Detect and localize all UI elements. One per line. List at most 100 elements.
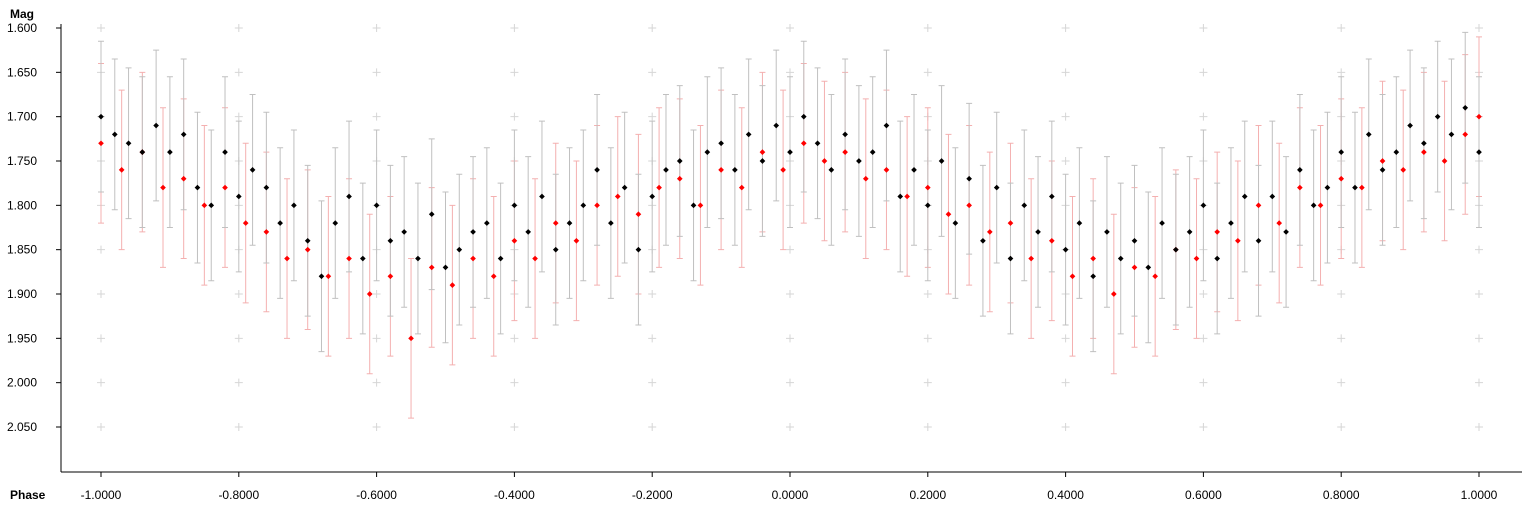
data-point-black <box>1241 193 1248 200</box>
data-point-red <box>242 220 249 226</box>
data-point-red <box>428 264 435 271</box>
data-point-black <box>1145 264 1152 271</box>
y-tick-label: 1.800 <box>7 198 37 212</box>
data-point-black <box>428 211 435 218</box>
grid-plus-marker <box>1199 423 1208 431</box>
data-point-red <box>759 149 766 155</box>
x-tick-label: 1.0000 <box>1461 488 1498 502</box>
grid-plus-marker <box>1337 24 1346 32</box>
data-point-red <box>263 229 270 235</box>
data-point-black <box>153 122 159 129</box>
data-point-black <box>484 220 490 226</box>
data-point-black <box>594 167 600 173</box>
grid-plus-marker <box>510 423 519 431</box>
grid-plus-marker <box>372 378 381 387</box>
data-point-red <box>1276 220 1283 226</box>
grid-plus-marker <box>648 24 657 32</box>
data-point-red <box>924 184 931 191</box>
grid-plus-marker <box>97 24 105 32</box>
data-point-red <box>1338 175 1345 182</box>
grid-plus-marker <box>923 290 932 298</box>
x-tick-label: -0.6000 <box>356 488 397 502</box>
data-point-black <box>401 229 407 235</box>
grid-plus-marker <box>786 245 794 254</box>
data-point-red <box>966 202 972 209</box>
data-point-red <box>1297 184 1303 191</box>
grid-plus-marker <box>1475 245 1483 254</box>
data-point-black <box>938 158 945 164</box>
data-point-red <box>1131 264 1138 271</box>
data-point-red <box>284 255 290 262</box>
data-point-black <box>1007 255 1014 262</box>
grid-plus-marker <box>786 68 794 77</box>
data-point-black <box>304 237 311 244</box>
grid-plus-marker <box>1061 334 1070 343</box>
data-point-red <box>118 167 125 173</box>
data-point-black <box>1448 131 1455 138</box>
data-series <box>98 104 1482 342</box>
data-point-red <box>408 335 414 342</box>
data-point-red <box>986 229 993 235</box>
data-point-black <box>1421 140 1427 147</box>
data-point-black <box>442 264 449 271</box>
data-point-black <box>732 167 738 173</box>
data-point-red <box>180 175 187 182</box>
data-point-red <box>1090 255 1096 262</box>
data-point-black <box>745 131 752 138</box>
data-point-black <box>718 140 724 147</box>
x-tick-label: 0.6000 <box>1185 488 1222 502</box>
grid-plus-marker <box>1199 290 1208 298</box>
data-point-black <box>235 193 242 200</box>
data-point-red <box>883 167 890 173</box>
grid-plus-marker <box>1475 423 1483 431</box>
data-point-black <box>1131 237 1138 244</box>
data-point-red <box>780 167 786 173</box>
data-point-black <box>842 131 848 138</box>
data-point-red <box>1317 202 1324 209</box>
grid-plus-marker <box>648 112 657 121</box>
grid-plus-marker <box>234 24 243 32</box>
data-point-black <box>249 167 256 173</box>
grid-plus-marker <box>97 423 105 431</box>
y-tick-label: 2.000 <box>7 376 37 390</box>
data-point-black <box>869 149 876 155</box>
data-point-red <box>738 184 745 191</box>
data-point-red <box>656 184 662 191</box>
grid-plus-marker <box>1061 24 1070 32</box>
x-tick-label: 0.0000 <box>772 488 809 502</box>
data-point-black <box>608 220 614 226</box>
grid-plus-marker <box>1475 290 1483 298</box>
data-point-red <box>800 140 807 147</box>
grid-plus-marker <box>1199 24 1208 32</box>
data-point-red <box>1048 237 1055 244</box>
data-point-red <box>1007 220 1014 226</box>
data-point-black <box>1048 193 1055 200</box>
data-point-black <box>663 167 669 173</box>
grid-plus-marker <box>234 378 243 387</box>
grid-plus-marker <box>648 378 657 387</box>
grid-plus-marker <box>923 68 932 77</box>
data-point-black <box>1434 113 1441 120</box>
data-point-red <box>201 202 208 209</box>
data-point-red <box>1476 113 1482 120</box>
data-point-black <box>1173 246 1179 253</box>
data-point-red <box>1421 149 1427 155</box>
data-point-black <box>966 175 972 182</box>
data-point-black <box>1021 202 1028 209</box>
data-point-red <box>1462 131 1469 138</box>
grid-plus-marker <box>648 423 657 431</box>
grid-plus-marker <box>372 68 381 77</box>
data-point-red <box>1255 202 1262 209</box>
data-point-black <box>1035 229 1041 235</box>
grid-plus-marker <box>786 378 794 387</box>
data-point-red <box>862 175 869 182</box>
data-point-black <box>580 202 587 209</box>
grid-plus-marker <box>1199 68 1208 77</box>
grid-plus-marker <box>1199 112 1208 121</box>
grid-plus-marker <box>786 290 794 298</box>
data-point-black <box>1090 273 1096 280</box>
grid-plus-marker <box>923 334 932 343</box>
data-point-red <box>470 255 476 262</box>
data-point-black <box>800 113 807 120</box>
data-point-black <box>139 149 146 155</box>
